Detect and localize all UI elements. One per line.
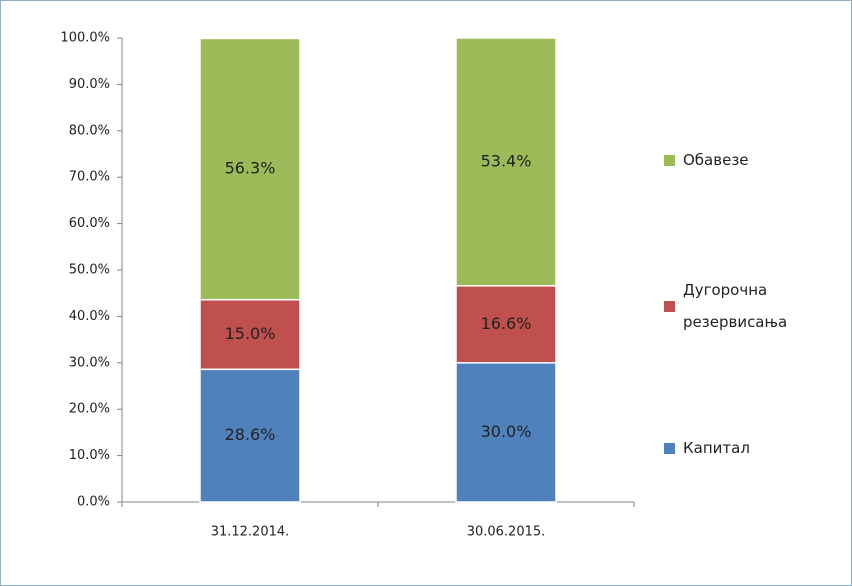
y-tick-label: 100.0% xyxy=(60,31,110,46)
bar-segment xyxy=(199,368,301,503)
y-tick-label: 90.0% xyxy=(69,77,110,92)
value-label: 30.0% xyxy=(481,422,532,441)
y-tick-label: 60.0% xyxy=(69,216,110,231)
y-tick-label: 20.0% xyxy=(69,402,110,417)
y-tick-label: 70.0% xyxy=(69,170,110,185)
value-label: 53.4% xyxy=(481,151,532,170)
legend-item: Обавезе xyxy=(664,144,823,176)
value-label: 56.3% xyxy=(225,159,276,178)
x-tick-label: 31.12.2014. xyxy=(211,525,290,540)
legend-label: Обавезе xyxy=(683,151,749,169)
legend-item: Дугорочна резервисања xyxy=(664,274,823,338)
y-tick-label: 30.0% xyxy=(69,355,110,370)
bar-segment xyxy=(199,37,301,301)
x-tick-label: 30.06.2015. xyxy=(467,525,546,540)
legend-label: Дугорочна резервисања xyxy=(683,281,788,331)
bar-segment xyxy=(455,37,557,287)
legend-swatch xyxy=(664,154,675,166)
bar-segment xyxy=(199,298,301,371)
value-label: 28.6% xyxy=(225,425,276,444)
legend-label: Капитал xyxy=(683,439,750,457)
y-tick-label: 80.0% xyxy=(69,123,110,138)
value-label: 15.0% xyxy=(225,324,276,343)
legend-swatch xyxy=(664,442,675,454)
y-tick-label: 40.0% xyxy=(69,309,110,324)
y-tick-label: 0.0% xyxy=(77,495,110,510)
legend-item: Капитал xyxy=(664,432,823,464)
y-tick-label: 10.0% xyxy=(69,448,110,463)
value-label: 16.6% xyxy=(481,314,532,333)
legend-swatch xyxy=(664,300,675,312)
bar-segment xyxy=(455,362,557,503)
y-tick-label: 50.0% xyxy=(69,263,110,278)
bar-segment xyxy=(455,285,557,364)
